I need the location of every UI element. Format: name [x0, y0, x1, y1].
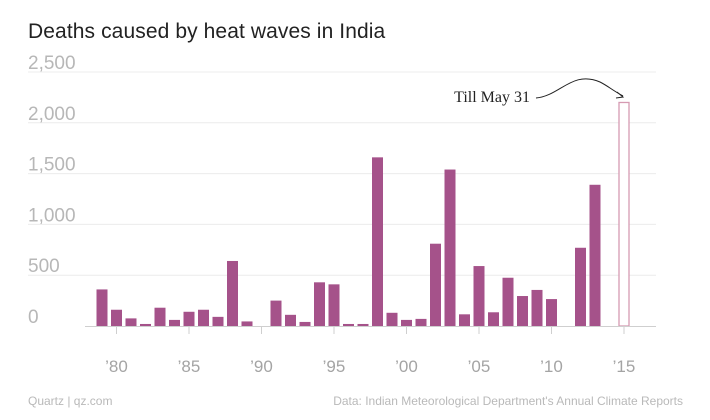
y-tick-label-2000: 2,000: [28, 104, 76, 125]
x-tick-label-2010: ’10: [540, 357, 563, 376]
bar-1995: [328, 284, 340, 326]
bar-1998: [372, 157, 383, 326]
data-source-text: Data: Indian Meteorological Department's…: [333, 394, 683, 408]
x-tick-label-1985: ’85: [178, 357, 201, 376]
x-tick-label-2015: ’15: [613, 357, 636, 376]
annotation-arrowhead: [615, 91, 625, 99]
bar-1991: [270, 300, 282, 326]
bar-2009: [531, 289, 543, 326]
bar-1993: [299, 321, 311, 326]
bar-2004: [459, 314, 470, 326]
bar-2010: [546, 299, 557, 326]
bar-2001: [415, 318, 427, 326]
bar-1982: [140, 323, 151, 326]
credit-text: Quartz | qz.com: [28, 394, 113, 408]
x-axis: ’80 ’85 ’90 ’95 ’00 ’05 ’10 ’15: [85, 326, 656, 376]
bar-2006: [488, 312, 499, 326]
bars: [96, 101, 630, 327]
x-tick-label-1990: ’90: [250, 357, 273, 376]
annotation-arrow: [535, 78, 624, 99]
x-tick-label-1995: ’95: [323, 357, 346, 376]
x-tick-label-1980: ’80: [105, 357, 128, 376]
bar-1999: [386, 312, 398, 326]
x-tick-label-2000: ’00: [395, 357, 418, 376]
y-axis-ticks: 0 500 1,000 1,500 2,000 2,500: [28, 53, 76, 328]
bar-2013: [589, 184, 601, 326]
bar-1996: [343, 323, 354, 326]
bar-1980: [111, 309, 122, 326]
y-tick-label-1500: 1,500: [28, 155, 76, 176]
annotation-label: Till May 31: [454, 89, 530, 106]
y-tick-label-500: 500: [28, 256, 60, 277]
bar-1986: [198, 309, 209, 326]
x-tick-label-2005: ’05: [468, 357, 491, 376]
bar-1983: [154, 307, 166, 326]
bar-1985: [183, 311, 195, 326]
bar-2012: [575, 247, 586, 326]
bar-2008: [517, 296, 528, 326]
grid-lines: [28, 71, 656, 276]
bar-1994: [314, 282, 325, 326]
bar-2003: [444, 169, 456, 326]
bar-1997: [357, 323, 369, 326]
bar-1992: [285, 314, 296, 326]
bar-1989: [241, 321, 253, 326]
y-tick-label-1000: 1,000: [28, 205, 76, 226]
annotation: Till May 31: [454, 78, 625, 106]
chart-title: Deaths caused by heat waves in India: [28, 20, 386, 43]
bar-2015: [618, 101, 630, 327]
bar-2002: [430, 243, 441, 326]
bar-1984: [169, 319, 180, 326]
y-tick-label-0: 0: [28, 307, 39, 328]
bar-2007: [502, 277, 514, 326]
bar-1988: [227, 260, 238, 326]
bar-2005: [473, 266, 485, 326]
bar-1981: [125, 318, 137, 326]
bar-2000: [401, 319, 412, 326]
bar-1979: [96, 289, 108, 326]
y-tick-label-2500: 2,500: [28, 53, 76, 74]
bar-1987: [212, 316, 224, 326]
